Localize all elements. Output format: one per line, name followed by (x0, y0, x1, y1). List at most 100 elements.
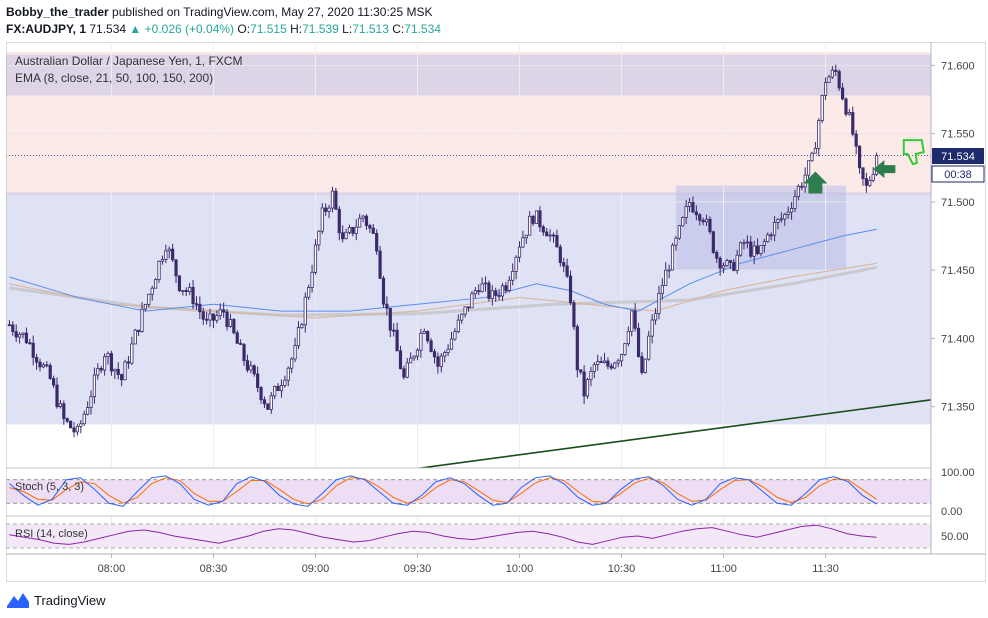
candle-body (405, 362, 409, 378)
rsi-pane[interactable] (6, 515, 931, 549)
candle-body (154, 279, 158, 289)
candle-body (738, 242, 743, 256)
candle-body (113, 368, 117, 372)
candle-body (86, 407, 90, 415)
candle-body (446, 348, 450, 353)
publish-line: Bobby_the_trader published on TradingVie… (6, 5, 432, 19)
candle-body (854, 133, 858, 147)
legend-title[interactable]: Australian Dollar / Japanese Yen, 1, FXC… (15, 54, 242, 68)
author-name[interactable]: Bobby_the_trader (6, 5, 109, 19)
candle-body (341, 232, 345, 240)
candle-body (664, 269, 668, 286)
candle-body (711, 231, 715, 253)
candle-body (769, 234, 773, 237)
candle-body (565, 265, 569, 277)
candle-body (582, 371, 586, 397)
tradingview-logo-icon[interactable] (6, 590, 30, 610)
close-value: 71.534 (404, 22, 441, 36)
brand-text[interactable]: TradingView (34, 593, 106, 608)
candle-body (429, 340, 433, 352)
candle-body (524, 234, 528, 239)
x-tick-label: 09:00 (302, 563, 330, 575)
candle-body (596, 361, 600, 366)
candle-body (347, 226, 352, 233)
stoch-pane[interactable] (6, 467, 931, 515)
candle-body (361, 215, 365, 219)
candle-body (735, 254, 739, 271)
candle-body (150, 287, 154, 295)
candle-body (674, 237, 678, 246)
candle-body (296, 327, 301, 347)
candle-body (548, 234, 552, 237)
candle-body (477, 290, 481, 293)
price-chart[interactable]: 71.600 71.550 71.500 71.450 71.400 71.350 100.… (5, 41, 987, 583)
candle-body (259, 387, 263, 401)
candle-body (354, 226, 358, 234)
candle-body (211, 313, 216, 321)
candle-body (715, 252, 719, 259)
candle-body (96, 368, 100, 376)
candle-body (708, 218, 712, 233)
candle-body (619, 354, 624, 362)
ema-21-line (9, 228, 877, 312)
candle-body (235, 332, 239, 344)
y-tick-label: 71.500 (941, 197, 975, 209)
candle-body (381, 277, 386, 305)
candle-body (415, 349, 420, 357)
candle-body (806, 160, 811, 176)
symbol-label[interactable]: FX:AUDJPY, 1 (6, 22, 87, 36)
candle-body (14, 331, 18, 338)
candle-body (351, 226, 355, 234)
candle-body (21, 332, 25, 335)
candle-body (606, 360, 610, 367)
candle-body (392, 329, 396, 332)
candle-body (755, 245, 760, 255)
candle-body (41, 364, 45, 368)
candle-body (177, 275, 182, 292)
candle-body (432, 351, 437, 358)
legend-stoch[interactable]: Stoch (5, 3, 3) (15, 481, 84, 493)
x-tick-label: 10:30 (608, 563, 636, 575)
candle-body (585, 379, 590, 397)
candle-body (776, 218, 780, 223)
candle-body (310, 271, 314, 288)
candle-body (762, 241, 766, 246)
candle-body (52, 378, 56, 386)
candle-body (317, 230, 321, 246)
candle-body (324, 207, 328, 212)
thumbs-down-icon (902, 139, 925, 166)
candle-body (137, 329, 141, 332)
candle-body (857, 145, 862, 169)
candle-body (636, 327, 641, 357)
price-badge (932, 148, 984, 164)
candle-body (820, 94, 824, 121)
candle-body (718, 257, 722, 269)
candle-body (307, 287, 311, 298)
candle-body (174, 259, 178, 277)
candle-body (647, 335, 651, 360)
candle-body (262, 399, 267, 405)
candle-body (684, 206, 688, 218)
candle-body (344, 231, 348, 240)
candle-body (398, 350, 403, 370)
candle-body (630, 310, 634, 332)
candle-body (330, 190, 335, 209)
candle-body (575, 326, 579, 371)
candle-body (650, 319, 654, 337)
stoch-band (6, 479, 931, 504)
candle-body (609, 365, 613, 369)
candle-body (752, 245, 756, 257)
chart-container[interactable]: 71.600 71.550 71.500 71.450 71.400 71.350 100.… (5, 41, 987, 583)
candle-body (303, 296, 307, 326)
candle-body (313, 244, 318, 273)
legend-rsi[interactable]: RSI (14, close) (15, 528, 88, 540)
candle-body (242, 344, 246, 362)
candle-body (449, 338, 454, 350)
legend-ema[interactable]: EMA (8, close, 21, 50, 100, 150, 200) (15, 71, 213, 85)
candle-body (827, 76, 831, 83)
candle-body (541, 226, 545, 233)
candle-body (517, 246, 522, 258)
candle-body (466, 306, 471, 309)
last-price: 71.534 (89, 22, 127, 36)
price-badge-value: 71.534 (941, 151, 975, 163)
